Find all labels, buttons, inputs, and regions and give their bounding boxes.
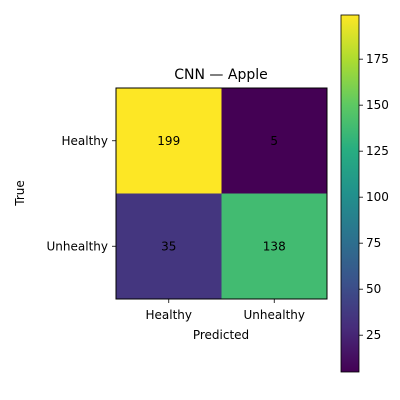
x-axis-ticks: Healthy Unhealthy xyxy=(145,299,305,322)
x-axis-label: Predicted xyxy=(193,328,249,342)
heatmap-cell xyxy=(116,88,222,194)
colorbar-tick-label: 100 xyxy=(366,190,389,204)
colorbar-tick-label: 75 xyxy=(366,236,381,250)
heatmap-cell-labels: 199 5 35 138 xyxy=(157,134,285,254)
cell-value-label: 5 xyxy=(270,134,278,148)
plot-frame xyxy=(115,87,328,300)
heatmap-cell xyxy=(221,88,327,194)
colorbar-ticks: 25 50 75 100 125 150 175 xyxy=(359,52,389,342)
heatmap-cell xyxy=(116,193,222,299)
colorbar-tick-label: 175 xyxy=(366,52,389,66)
heatmap-cell xyxy=(221,193,327,299)
colorbar-tick-label: 125 xyxy=(366,144,389,158)
colorbar-tick-label: 150 xyxy=(366,98,389,112)
x-tick-label: Healthy xyxy=(145,308,192,322)
y-axis-ticks: Healthy Unhealthy xyxy=(47,134,116,253)
cell-value-label: 35 xyxy=(161,239,176,253)
y-tick-label: Unhealthy xyxy=(47,239,108,253)
heatmap-cells xyxy=(116,88,327,299)
x-tick-label: Unhealthy xyxy=(244,308,305,322)
chart-title: CNN — Apple xyxy=(174,67,267,83)
colorbar-tick-label: 50 xyxy=(366,282,381,296)
cell-value-label: 138 xyxy=(263,239,286,253)
y-axis-label: True xyxy=(13,180,27,207)
colorbar xyxy=(340,14,360,373)
cell-value-label: 199 xyxy=(157,134,180,148)
colorbar-tick-label: 25 xyxy=(366,328,381,342)
y-tick-label: Healthy xyxy=(61,134,108,148)
